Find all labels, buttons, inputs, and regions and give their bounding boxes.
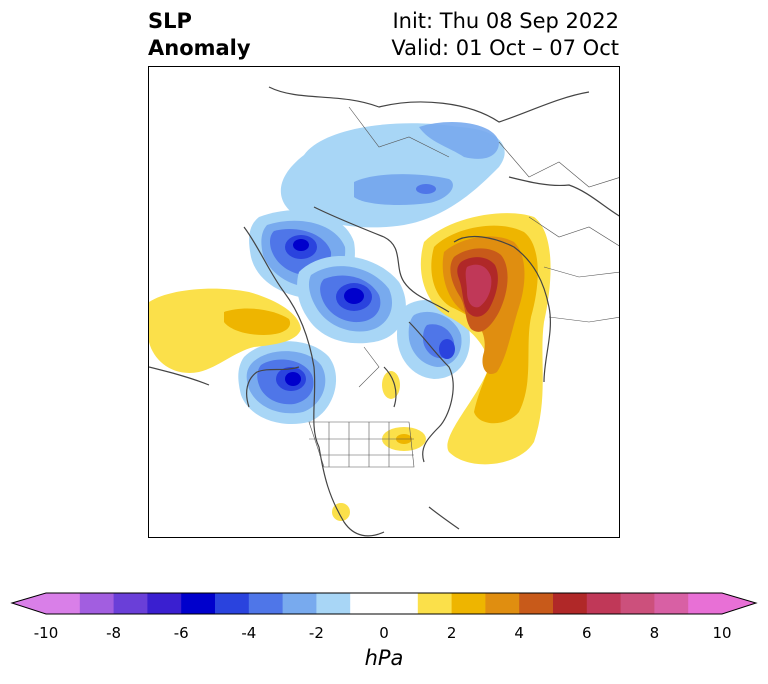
colorbar-tick-label: -8 <box>106 624 122 642</box>
title-variable: SLP <box>148 9 192 33</box>
colorbar-bin-3 <box>147 593 182 614</box>
colorbar-bin-6 <box>248 593 284 614</box>
map-title-right: Init: Thu 08 Sep 2022 Valid: 01 Oct – 07… <box>391 8 619 62</box>
colorbar-bin-16 <box>620 593 655 614</box>
colorbar-unit-label: hPa <box>364 646 404 670</box>
colorbar-tick-label: 0 <box>379 624 389 642</box>
colorbar-bin-0 <box>46 593 81 614</box>
colorbar-bin-9 <box>350 593 419 614</box>
colorbar-bin-10 <box>417 593 453 614</box>
anomaly-east-asia-high <box>149 288 301 373</box>
colorbar-tick-label: 6 <box>582 624 592 642</box>
colorbar-bin-17 <box>654 593 689 614</box>
coastlines <box>149 86 619 537</box>
map-title-left: SLP Anomaly <box>148 8 251 62</box>
colorbar-bin-12 <box>485 593 520 614</box>
colorbar-tick-label: -6 <box>173 624 189 642</box>
colorbar-tick-label: -4 <box>241 624 257 642</box>
colorbar-bin-2 <box>113 593 148 614</box>
valid-range: Valid: 01 Oct – 07 Oct <box>391 36 619 60</box>
init-date: Init: Thu 08 Sep 2022 <box>392 9 619 33</box>
colorbar-bin-8 <box>316 593 351 614</box>
colorbar-tick-label: -10 <box>33 624 59 642</box>
anomaly-arctic-low <box>280 122 505 228</box>
colorbar-bin-14 <box>553 593 588 614</box>
colorbar-tick-label: -2 <box>308 624 324 642</box>
colorbar-tick-label: 4 <box>514 624 524 642</box>
colorbar-bin-15 <box>586 593 622 614</box>
colorbar-bin-13 <box>519 593 554 614</box>
colorbar-over-arrow <box>722 593 756 614</box>
map-panel <box>148 66 620 538</box>
colorbar-under-arrow <box>12 593 46 614</box>
anomaly-map <box>149 86 619 537</box>
colorbar-bin-11 <box>451 593 486 614</box>
colorbar-bin-18 <box>688 593 723 614</box>
anomaly-gulf-alaska-low <box>238 341 337 424</box>
colorbar-bin-5 <box>215 593 250 614</box>
anomaly-europe-high <box>420 213 551 465</box>
colorbar-bin-1 <box>79 593 115 614</box>
colorbar-tick-label: 2 <box>446 624 457 642</box>
colorbar-tick-label: 10 <box>712 624 732 642</box>
colorbar-bin-4 <box>181 593 216 614</box>
anomaly-hudson-low <box>397 300 470 379</box>
borders <box>308 106 619 468</box>
anomaly-central-low <box>297 255 406 344</box>
colorbar-bin-7 <box>282 593 317 614</box>
colorbar <box>10 592 758 615</box>
title-field: Anomaly <box>148 36 251 60</box>
colorbar-tick-label: 8 <box>649 624 660 642</box>
